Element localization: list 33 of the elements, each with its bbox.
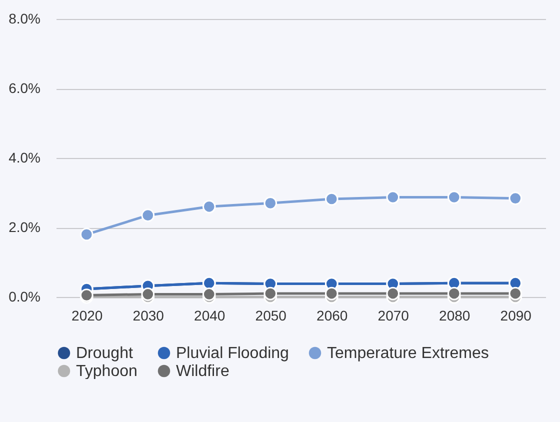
y-tick-label: 8.0% [8, 10, 40, 26]
point [386, 286, 400, 300]
legend-label: Typhoon [76, 363, 138, 380]
point [264, 196, 278, 210]
x-tick-label: 2090 [500, 308, 532, 324]
point [264, 286, 278, 300]
x-tick-label: 2060 [316, 308, 348, 324]
point [447, 286, 461, 300]
y-tick-label: 2.0% [8, 219, 40, 235]
x-tick-label: 2070 [378, 308, 410, 324]
point [447, 190, 461, 204]
x-tick-label: 2030 [132, 308, 164, 324]
point [324, 286, 338, 300]
x-tick-label: 2040 [194, 308, 226, 324]
y-tick-label: 6.0% [8, 80, 40, 96]
point [202, 200, 216, 214]
y-tick-label: 4.0% [8, 150, 40, 166]
point [508, 192, 522, 205]
x-tick-label: 2080 [439, 308, 470, 324]
point [202, 288, 216, 301]
legend-label: Wildfire [176, 363, 230, 380]
legend-label: Temperature Extremes [327, 345, 489, 362]
point [508, 286, 522, 300]
x-tick-label: 2020 [72, 308, 103, 324]
point [141, 208, 155, 222]
legend-label: Drought [76, 345, 134, 362]
point [80, 228, 94, 242]
x-tick-label: 2050 [255, 308, 287, 324]
point [386, 190, 400, 204]
y-tick-label: 0.0% [8, 288, 40, 304]
point [141, 288, 155, 301]
legend-label: Pluvial Flooding [176, 345, 289, 362]
point [324, 192, 338, 206]
